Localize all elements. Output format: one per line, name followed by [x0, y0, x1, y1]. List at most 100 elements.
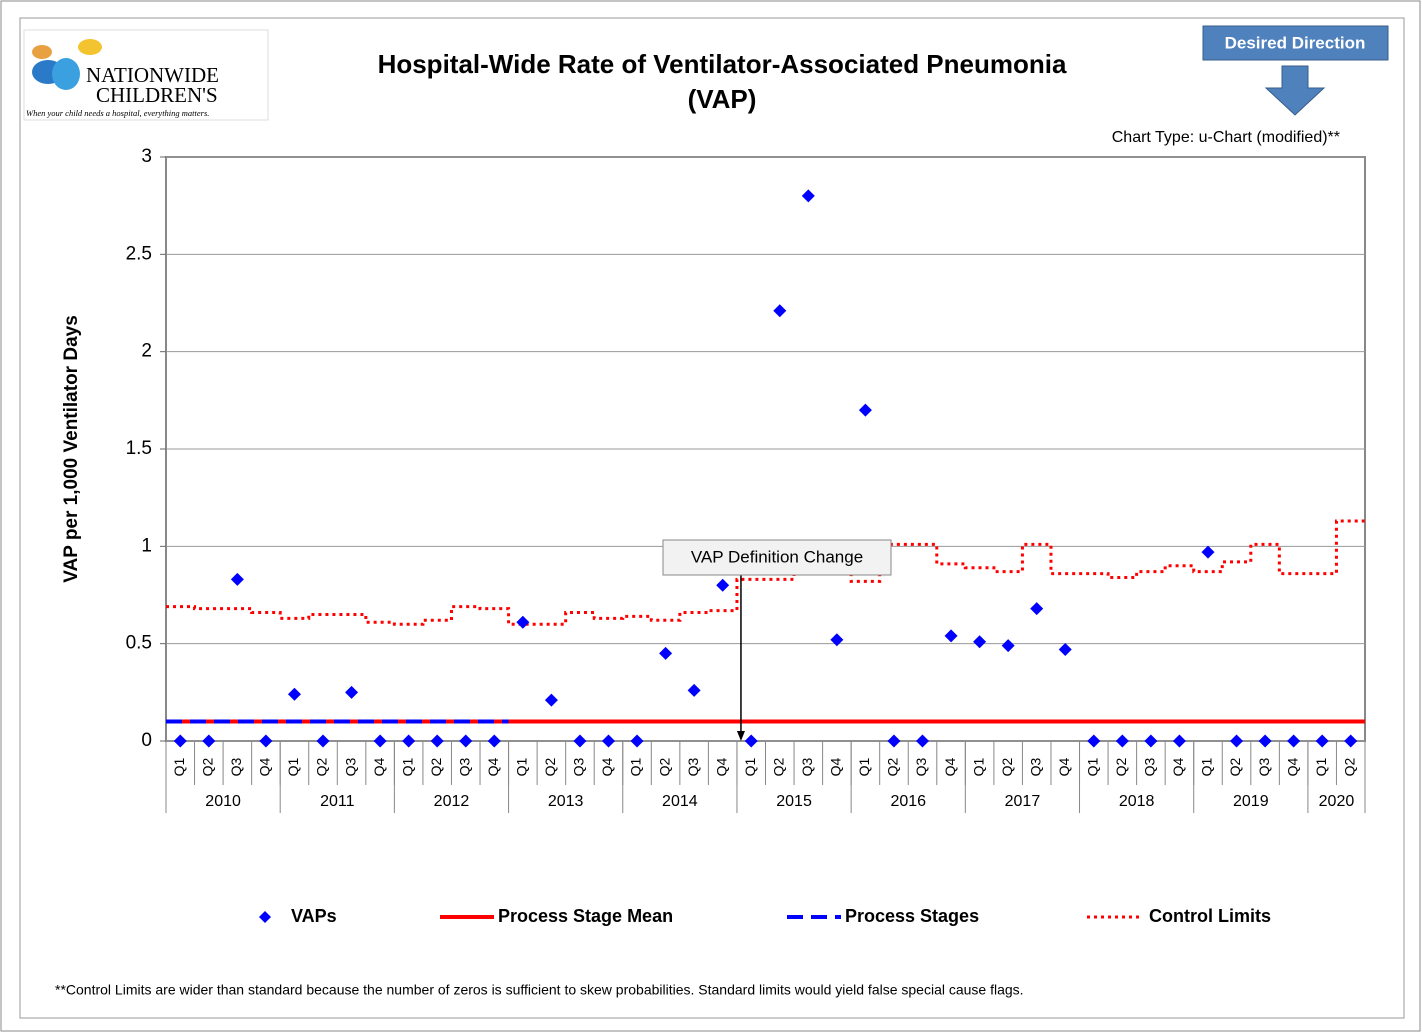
data-point	[573, 734, 587, 748]
x-tick-label: Q1	[856, 757, 872, 776]
year-label: 2013	[548, 793, 584, 810]
footnote: **Control Limits are wider than standard…	[55, 982, 1024, 998]
chart-title: Hospital-Wide Rate of Ventilator-Associa…	[378, 49, 1067, 79]
data-point	[1172, 734, 1186, 748]
x-tick-label: Q3	[456, 757, 472, 776]
data-point	[1144, 734, 1158, 748]
x-tick-label: Q2	[542, 757, 558, 776]
x-tick-label: Q4	[942, 757, 958, 776]
x-tick-label: Q1	[1085, 757, 1101, 776]
x-tick-label: Q1	[628, 757, 644, 776]
year-label: 2010	[205, 793, 241, 810]
annotation-arrowhead	[736, 731, 745, 741]
data-point	[544, 693, 558, 707]
butterfly	[78, 39, 102, 55]
data-point	[259, 734, 273, 748]
x-tick-label: Q3	[913, 757, 929, 776]
x-tick-label: Q3	[1256, 757, 1272, 776]
legend-label: Control Limits	[1149, 906, 1271, 926]
desired-direction: Desired Direction	[1225, 33, 1366, 52]
x-tick-label: Q1	[1199, 757, 1215, 776]
data-point	[173, 734, 187, 748]
x-tick-label: Q4	[599, 757, 615, 776]
data-point	[1030, 602, 1044, 616]
x-tick-label: Q4	[1284, 757, 1300, 776]
data-point	[202, 734, 216, 748]
data-point	[744, 734, 758, 748]
x-tick-label: Q2	[200, 757, 216, 776]
y-tick-label: 2.5	[126, 243, 152, 264]
x-tick-label: Q4	[828, 757, 844, 776]
data-point	[1344, 734, 1358, 748]
data-point	[1315, 734, 1329, 748]
data-point	[316, 734, 330, 748]
data-point	[402, 734, 416, 748]
year-label: 2014	[662, 793, 698, 810]
legend-label: VAPs	[291, 906, 337, 926]
y-tick-label: 0	[141, 730, 152, 751]
logo-tagline: When your child needs a hospital, everyt…	[26, 108, 209, 118]
data-point	[1201, 545, 1215, 559]
x-tick-label: Q2	[314, 757, 330, 776]
x-tick-label: Q4	[371, 757, 387, 776]
y-tick-label: 3	[141, 146, 152, 167]
x-tick-label: Q3	[1027, 757, 1043, 776]
year-label: 2015	[776, 793, 812, 810]
data-point	[858, 403, 872, 417]
x-tick-label: Q4	[257, 757, 273, 776]
logo-text: NATIONWIDE	[86, 63, 219, 87]
data-point	[516, 615, 530, 629]
butterfly	[32, 45, 52, 59]
data-point	[973, 635, 987, 649]
annotation-text: VAP Definition Change	[691, 547, 863, 566]
data-point	[1287, 734, 1301, 748]
x-tick-label: Q1	[514, 757, 530, 776]
y-tick-label: 1.5	[126, 438, 152, 459]
desired-direction-box	[1202, 25, 1389, 61]
x-tick-label: Q2	[1113, 757, 1129, 776]
x-tick-label: Q4	[485, 757, 501, 776]
legend-marker	[259, 911, 271, 923]
data-point	[944, 629, 958, 643]
data-point	[230, 572, 244, 586]
y-axis-label: VAP per 1,000 Ventilator Days	[61, 315, 82, 583]
chart-title: (VAP)	[688, 84, 757, 114]
data-point	[1115, 734, 1129, 748]
year-label: 2019	[1233, 793, 1269, 810]
x-tick-label: Q2	[885, 757, 901, 776]
data-point	[916, 734, 930, 748]
data-point	[687, 683, 701, 697]
legend-label: Process Stages	[845, 906, 979, 926]
x-tick-label: Q4	[1170, 757, 1186, 776]
x-tick-label: Q1	[970, 757, 986, 776]
x-tick-label: Q1	[285, 757, 301, 776]
year-label: 2017	[1005, 793, 1041, 810]
x-tick-label: Q2	[1341, 757, 1357, 776]
x-tick-label: Q1	[171, 757, 187, 776]
x-tick-label: Q2	[770, 757, 786, 776]
butterfly	[52, 58, 80, 90]
x-tick-label: Q3	[342, 757, 358, 776]
x-tick-label: Q3	[685, 757, 701, 776]
y-tick-label: 2	[141, 341, 152, 362]
x-tick-label: Q3	[571, 757, 587, 776]
data-point	[487, 734, 501, 748]
chart-type-note: Chart Type: u-Chart (modified)**	[1112, 129, 1340, 146]
data-point	[1087, 734, 1101, 748]
y-tick-label: 0.5	[126, 633, 152, 654]
data-point	[659, 646, 673, 660]
x-tick-label: Q3	[228, 757, 244, 776]
x-tick-label: Q2	[999, 757, 1015, 776]
data-point	[430, 734, 444, 748]
data-point	[773, 304, 787, 318]
data-point	[1058, 643, 1072, 657]
data-point	[801, 189, 815, 203]
data-point	[887, 734, 901, 748]
logo-text: CHILDREN'S	[96, 83, 218, 107]
year-label: 2018	[1119, 793, 1155, 810]
x-tick-label: Q3	[1142, 757, 1158, 776]
logo: NATIONWIDE CHILDREN'S When your child ne…	[23, 29, 269, 121]
year-label: 2011	[320, 793, 355, 810]
x-tick-label: Q4	[713, 757, 729, 776]
